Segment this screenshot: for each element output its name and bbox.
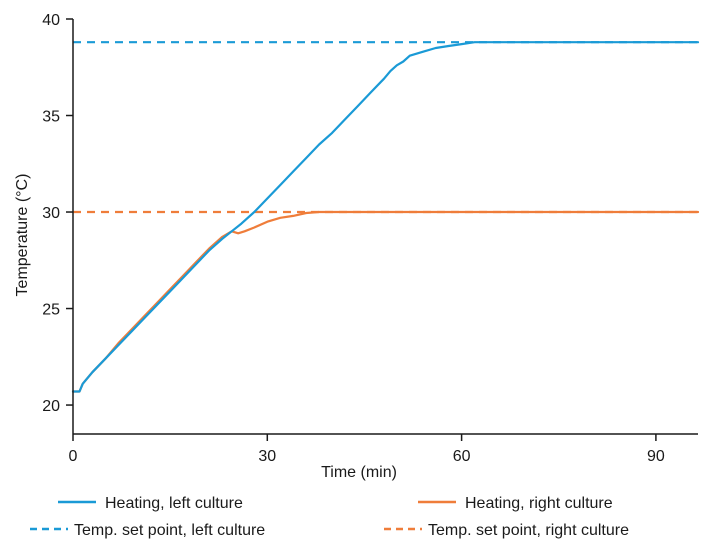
y-tick-label: 25 (42, 302, 60, 319)
x-tick-label: 90 (647, 448, 665, 465)
axes-layer: 20 25 30 35 40 0 30 60 90 (42, 12, 698, 465)
x-tick-label: 30 (258, 448, 276, 465)
chart-legend: Heating, left culture Heating, right cul… (30, 495, 629, 539)
legend-label-heating-right: Heating, right culture (465, 495, 613, 512)
x-axis-title: Time (min) (321, 464, 397, 481)
series-line-heating-left (71, 41, 700, 393)
x-tick-label: 60 (453, 448, 471, 465)
series-line-heating-right (71, 210, 700, 393)
legend-label-heating-left: Heating, left culture (105, 495, 243, 512)
y-axis-title: Temperature (°C) (14, 174, 31, 297)
series-layer (71, 41, 700, 393)
legend-label-setpoint-left: Temp. set point, left culture (74, 522, 265, 539)
x-tick-label: 0 (69, 448, 78, 465)
y-tick-label: 30 (42, 205, 60, 222)
y-tick-label: 40 (42, 12, 60, 29)
y-tick-label: 35 (42, 109, 60, 126)
legend-label-setpoint-right: Temp. set point, right culture (428, 522, 629, 539)
y-tick-label: 20 (42, 398, 60, 415)
